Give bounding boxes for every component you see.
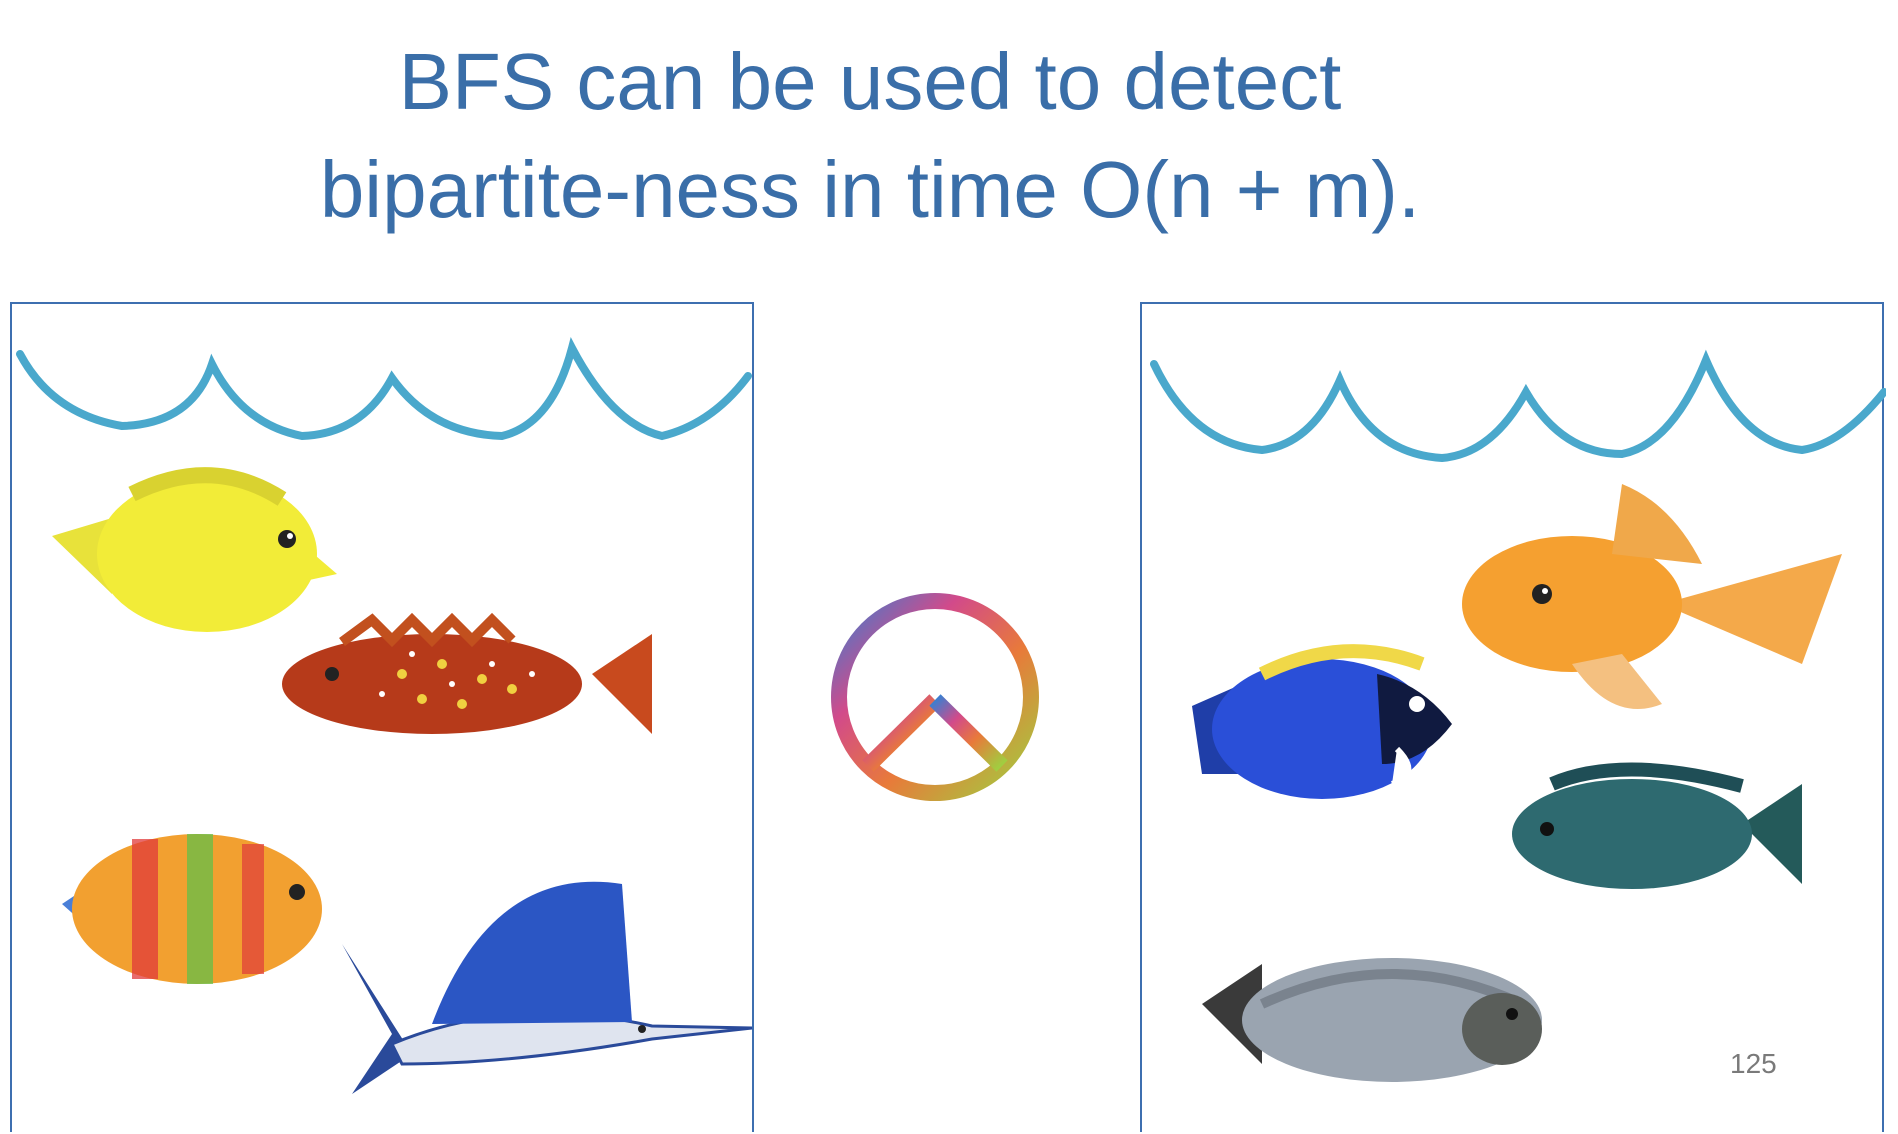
rainbow-fish-icon — [62, 834, 322, 984]
left-fish-tank — [10, 302, 754, 1132]
water-wave — [1150, 349, 1886, 463]
yellow-tang-fish-icon — [52, 467, 337, 632]
goldfish-icon — [1462, 484, 1842, 709]
water-wave — [16, 337, 752, 441]
red-grouper-fish-icon — [282, 612, 652, 734]
title-line-2: bipartite-ness in time O(n + m). — [319, 145, 1421, 234]
page-number: 125 — [1730, 1048, 1777, 1079]
blue-tang-fish-icon — [1192, 644, 1452, 799]
sailfish-icon — [342, 881, 753, 1094]
peace-sign-icon — [826, 588, 1044, 806]
title-line-1: BFS can be used to detect — [398, 37, 1342, 126]
carp-fish-icon — [1202, 958, 1542, 1082]
tilapia-fish-icon — [1512, 762, 1802, 889]
right-fish-tank — [1140, 302, 1886, 1132]
slide-title: BFS can be used to detect bipartite-ness… — [0, 28, 1740, 244]
